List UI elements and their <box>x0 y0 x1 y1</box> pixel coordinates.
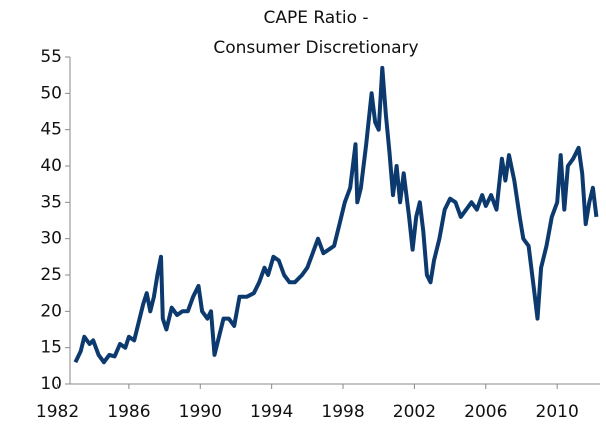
y-tick-label: 25 <box>40 265 62 285</box>
x-tick-label: 2002 <box>393 402 436 422</box>
chart-title: CAPE Ratio - <box>263 8 368 28</box>
y-tick-label: 55 <box>40 47 62 67</box>
x-tick-label: 1986 <box>107 402 150 422</box>
y-tick-label: 35 <box>40 192 62 212</box>
y-tick-label: 40 <box>40 156 62 176</box>
x-tick-label: 2010 <box>536 402 579 422</box>
y-tick-label: 45 <box>40 120 62 140</box>
x-tick-label: 1998 <box>321 402 364 422</box>
y-tick-label: 30 <box>40 229 62 249</box>
chart-title: Consumer Discretionary <box>213 38 418 58</box>
x-tick-label: 2006 <box>464 402 507 422</box>
x-tick-label: 1994 <box>250 402 293 422</box>
x-tick-label: 1982 <box>36 402 79 422</box>
x-tick-label: 1990 <box>179 402 222 422</box>
y-tick-label: 10 <box>40 374 62 394</box>
y-tick-label: 20 <box>40 301 62 321</box>
y-tick-label: 50 <box>40 83 62 103</box>
line-series <box>73 65 599 365</box>
y-tick-label: 15 <box>40 338 62 358</box>
